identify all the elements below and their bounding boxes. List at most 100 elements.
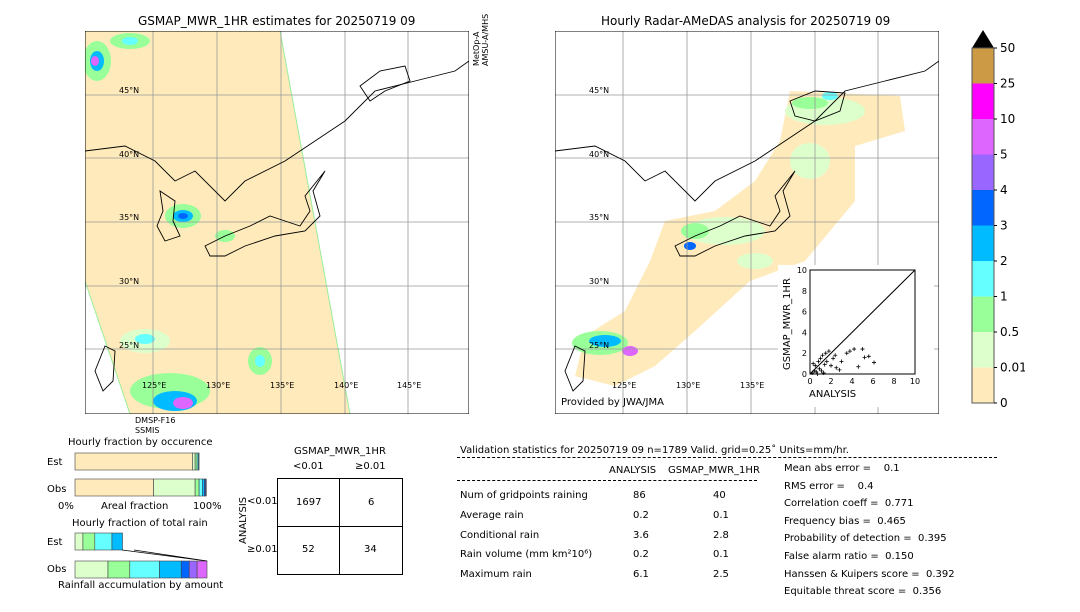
x-tick-label: 8 (891, 377, 896, 386)
sensor-name: MetOp-A (472, 31, 481, 66)
score-item: Frequency bias = 0.465 (784, 515, 906, 527)
y-tick-label: 0 (802, 370, 807, 379)
x-tick-label: 6 (870, 377, 875, 386)
scatter-point (820, 353, 825, 358)
scatter-point (833, 353, 838, 358)
stat-analysis: 0.2 (633, 510, 649, 521)
fraction-bar-segment (82, 532, 96, 551)
cell: 52 (302, 544, 315, 555)
score-item: Equitable threat score = 0.356 (784, 586, 942, 598)
stat-gsmap: 0.1 (713, 549, 729, 560)
scatter-point (837, 367, 842, 372)
est-label: Est (47, 457, 63, 468)
colorbar-label: 0.01 (1000, 361, 1025, 375)
fraction-bar-segment (198, 452, 200, 471)
col-analysis: ANALYSIS (609, 465, 657, 476)
contingency-title: GSMAP_MWR_1HR (294, 446, 386, 457)
scatter-plot: 00 2 2 4 4 6 6 8 8 10 10 (797, 266, 920, 386)
total-rain-bars (74, 532, 208, 579)
colorbar-label: 1 (1000, 290, 1008, 304)
obs-label: Obs (47, 484, 67, 495)
colorbar-segment (972, 190, 994, 226)
row-header: <0.01 (247, 496, 278, 507)
scatter-point (812, 368, 817, 373)
colorbar-segment (972, 367, 994, 403)
score-item: RMS error = 0.4 (784, 480, 874, 492)
y-tick-label: 8 (802, 287, 807, 296)
stat-label: Average rain (460, 510, 524, 521)
fraction-bar-segment (74, 452, 193, 471)
fraction-bar-segment (94, 532, 113, 551)
colorbar-segment (972, 261, 994, 297)
total-rain-title: Hourly fraction of total rain (72, 518, 208, 529)
stat-label: Num of gridpoints raining (460, 490, 588, 501)
scatter-point (844, 351, 849, 356)
obs-label: Obs (47, 564, 67, 575)
colorbar-label: 25 (1000, 77, 1015, 91)
fraction-bar-segment (180, 560, 190, 579)
lat-label: 25°N (119, 341, 140, 350)
y-tick-label: 2 (802, 349, 807, 358)
cell: 34 (364, 544, 377, 555)
occurrence-bars (74, 452, 207, 497)
y-tick-label: 6 (802, 308, 807, 317)
lat-label: 25°N (589, 341, 610, 350)
fraction-bar-segment (129, 560, 160, 579)
y-tick-label: 10 (797, 266, 807, 275)
colorbar-label: 2 (1000, 254, 1008, 268)
fraction-bar-segment (159, 560, 182, 579)
colorbar-segment (972, 119, 994, 155)
scatter-ylabel: GSMAP_MWR_1HR (782, 278, 793, 370)
lat-label: 35°N (589, 213, 610, 222)
fraction-bar-segment (188, 560, 198, 579)
one-to-one-line (809, 269, 916, 375)
scatter-point (822, 362, 827, 367)
scatter-point (826, 349, 831, 354)
stat-analysis: 0.2 (633, 549, 649, 560)
stat-label: Maximum rain (460, 569, 532, 580)
colorbar-label: 0.5 (1000, 325, 1019, 339)
fraction-bar-segment (107, 560, 131, 579)
est-label: Est (47, 537, 63, 548)
tick-0pct: 0% (58, 501, 74, 512)
fraction-bar-segment (74, 478, 154, 497)
fraction-bar-segment (153, 478, 196, 497)
stat-gsmap: 2.5 (713, 569, 729, 580)
colorbar-segment (972, 332, 994, 368)
scatter-point (852, 347, 857, 352)
stat-analysis: 86 (633, 490, 646, 501)
score-item: False alarm ratio = 0.150 (784, 551, 914, 562)
divider (278, 526, 402, 527)
connector-lines (121, 549, 208, 562)
lon-label: 140°E (334, 381, 359, 390)
fraction-bar-segment (205, 478, 207, 497)
sensor-name: AMSU-A/MHS (481, 13, 490, 66)
scatter-point (823, 351, 828, 356)
stat-analysis: 3.6 (633, 530, 649, 541)
fraction-bar-segment (111, 532, 123, 551)
col-header: ≥0.01 (355, 461, 386, 472)
sensor-name: SSMIS (135, 426, 160, 435)
scatter-point (816, 359, 821, 364)
tick-100pct: 100% (193, 501, 222, 512)
col-gsmap: GSMAP_MWR_1HR (668, 465, 760, 476)
scatter-point (860, 347, 865, 352)
scatter-point (821, 370, 826, 375)
lon-label: 130°E (676, 381, 701, 390)
score-item: Probability of detection = 0.395 (784, 533, 947, 545)
right-map-title: Hourly Radar-AMeDAS analysis for 2025071… (601, 14, 891, 28)
colorbar-segment (972, 48, 994, 84)
scatter-xlabel: ANALYSIS (809, 389, 857, 400)
y-tick-label: 4 (802, 328, 807, 337)
scatter-point (847, 349, 852, 354)
stat-analysis: 6.1 (633, 569, 649, 580)
sensor-bottom-label: DMSP-F16 SSMIS (135, 416, 175, 436)
fraction-bar-segment (194, 478, 200, 497)
lat-label: 30°N (119, 277, 140, 286)
x-tick-label: 0 (807, 377, 812, 386)
scatter-point (839, 359, 844, 364)
fraction-bar-segment (198, 478, 203, 497)
colorbar-label: 50 (1000, 41, 1015, 55)
sensor-name: DMSP-F16 (135, 416, 176, 425)
lon-label: 130°E (206, 381, 231, 390)
